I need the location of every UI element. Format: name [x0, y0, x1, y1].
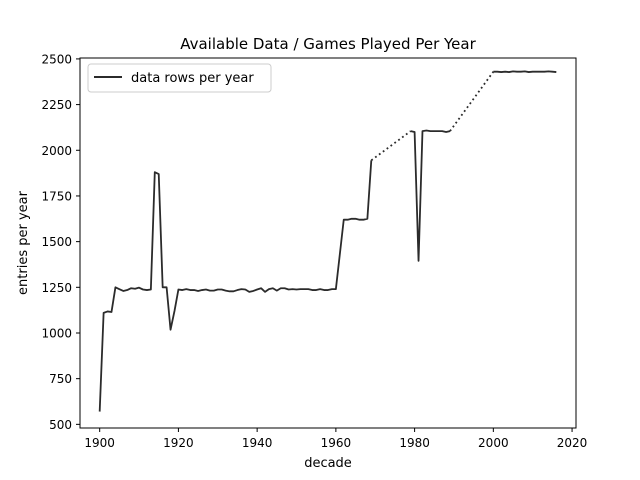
x-tick-label: 2020	[557, 436, 588, 450]
series-layer	[98, 70, 557, 412]
y-tick-label: 1250	[41, 281, 72, 295]
x-axis: 1900 1920 1940 1960 1980 2000 2020	[84, 428, 587, 450]
x-tick-label: 1960	[321, 436, 352, 450]
y-tick-label: 500	[49, 418, 72, 432]
x-tick-label: 1900	[84, 436, 115, 450]
x-tick-label: 1980	[399, 436, 430, 450]
legend-label: data rows per year	[131, 71, 254, 86]
series-line-0-2	[493, 70, 557, 73]
series-line-0-1	[410, 129, 451, 262]
series-line-0-0	[98, 160, 373, 412]
chart-title: Available Data / Games Played Per Year	[180, 35, 476, 53]
y-tick-label: 1750	[41, 189, 72, 203]
x-tick-label: 1940	[242, 436, 273, 450]
y-tick-label: 1500	[41, 235, 72, 249]
x-tick-label: 1920	[163, 436, 194, 450]
plot-area-frame	[79, 57, 577, 429]
x-tick-label: 2000	[478, 436, 509, 450]
y-axis-label: entries per year	[16, 190, 31, 295]
y-tick-label: 2500	[41, 52, 72, 66]
x-axis-label: decade	[304, 456, 352, 471]
series-line-dotted-1-0	[370, 130, 412, 162]
y-tick-label: 750	[49, 372, 72, 386]
y-tick-label: 2250	[41, 98, 72, 112]
legend: data rows per year	[87, 63, 272, 93]
y-tick-label: 1000	[41, 326, 72, 340]
legend-box	[87, 63, 272, 93]
y-tick-label: 2000	[41, 144, 72, 158]
y-axis: 500 750 1000 1250 1500 1750 2000 2250 2500	[41, 52, 80, 432]
